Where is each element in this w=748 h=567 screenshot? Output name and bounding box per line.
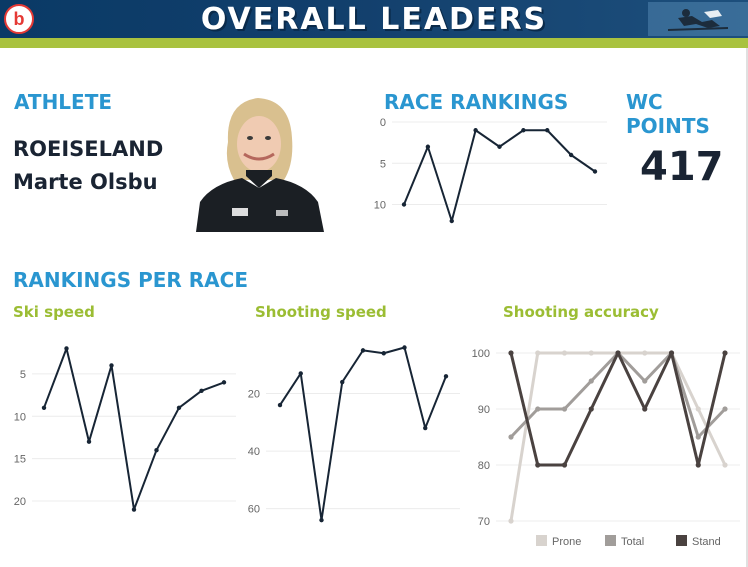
data-point[interactable] [568, 152, 574, 158]
data-point[interactable] [642, 406, 648, 412]
y-tick-label: 10 [374, 200, 386, 212]
data-point[interactable] [86, 439, 92, 444]
data-point[interactable] [561, 350, 568, 356]
data-point[interactable] [642, 350, 648, 356]
data-point[interactable] [642, 378, 648, 384]
y-tick-label: 70 [478, 516, 490, 528]
legend-label-total: Total [621, 536, 644, 548]
y-tick-label: 90 [478, 404, 490, 416]
y-tick-label: 40 [248, 446, 260, 458]
series-line[interactable] [403, 129, 596, 222]
legend-swatch-stand [676, 535, 687, 546]
athlete-photo [196, 98, 324, 232]
data-point[interactable] [695, 462, 701, 468]
data-point[interactable] [695, 434, 701, 440]
y-tick-label: 5 [20, 369, 26, 381]
y-tick-label: 20 [248, 389, 260, 401]
data-point[interactable] [423, 425, 428, 431]
athlete-last-name: ROEISELAND [13, 137, 164, 161]
data-point[interactable] [176, 405, 182, 411]
data-point[interactable] [425, 144, 431, 149]
series-line[interactable] [43, 347, 225, 511]
data-point[interactable] [221, 380, 227, 385]
data-point[interactable] [535, 350, 541, 356]
data-point[interactable] [298, 371, 303, 376]
data-point[interactable] [535, 462, 541, 468]
y-tick-label: 15 [14, 454, 26, 466]
legend-label-stand: Stand [692, 536, 721, 548]
data-point[interactable] [131, 507, 137, 512]
shooting-speed-chart: 20 40 60 [248, 345, 460, 523]
ski-speed-chart: 5 10 15 20 [14, 346, 236, 512]
data-point[interactable] [199, 388, 204, 394]
shooting-accuracy-chart: 70 80 90 100 Prone Total Stand [472, 348, 740, 548]
panel-border [746, 48, 748, 567]
data-point[interactable] [497, 144, 502, 149]
page-title: OVERALL LEADERS [200, 2, 548, 37]
data-point[interactable] [722, 350, 728, 356]
data-point[interactable] [473, 128, 478, 133]
y-tick-label: 0 [380, 117, 386, 129]
y-tick-label: 10 [14, 411, 26, 423]
data-point[interactable] [443, 374, 449, 379]
legend-swatch-prone [536, 535, 547, 546]
data-point[interactable] [508, 434, 514, 440]
race-rankings-label: RACE RANKINGS [384, 90, 569, 114]
biathlete-illustration-icon [648, 2, 748, 36]
data-point[interactable] [508, 350, 514, 356]
data-point[interactable] [561, 406, 568, 412]
data-point[interactable] [340, 379, 345, 385]
data-point[interactable] [561, 462, 568, 468]
data-point[interactable] [521, 128, 526, 133]
data-point[interactable] [668, 350, 675, 356]
ski-speed-title: Ski speed [13, 303, 95, 321]
data-point[interactable] [592, 169, 598, 174]
data-point[interactable] [545, 128, 550, 133]
data-point[interactable] [154, 447, 159, 453]
data-point[interactable] [588, 378, 594, 384]
race-rankings-chart: 0 5 10 [374, 117, 607, 224]
y-tick-label: 100 [472, 348, 490, 360]
data-point[interactable] [277, 402, 283, 408]
data-point[interactable] [319, 517, 324, 523]
data-point[interactable] [722, 462, 728, 468]
data-point[interactable] [508, 518, 514, 524]
data-point[interactable] [535, 406, 541, 412]
series-line[interactable] [279, 346, 447, 522]
brand-logo[interactable]: b [4, 4, 34, 34]
data-point[interactable] [41, 405, 47, 411]
shooting-speed-title: Shooting speed [255, 303, 387, 321]
y-tick-label: 60 [248, 504, 260, 516]
shooting-accuracy-title: Shooting accuracy [503, 303, 659, 321]
data-point[interactable] [722, 406, 728, 412]
athlete-first-names: Marte Olsbu [13, 170, 158, 194]
wc-points-label: WC POINTS [626, 90, 710, 138]
y-tick-label: 5 [380, 158, 386, 170]
data-point[interactable] [401, 202, 407, 207]
data-point[interactable] [360, 348, 366, 353]
athlete-label: ATHLETE [14, 90, 113, 114]
data-point[interactable] [381, 351, 386, 356]
rankings-per-race-heading: RANKINGS PER RACE [13, 268, 248, 292]
header-banner: b OVERALL LEADERS [0, 0, 748, 38]
y-tick-label: 20 [14, 496, 26, 508]
data-point[interactable] [588, 406, 594, 412]
data-point[interactable] [402, 345, 407, 350]
legend-label-prone: Prone [552, 536, 581, 548]
header-stripe [0, 38, 748, 48]
y-tick-label: 80 [478, 460, 490, 472]
data-point[interactable] [109, 363, 114, 368]
wc-points-value: 417 [640, 144, 724, 190]
data-point[interactable] [588, 350, 594, 356]
data-point[interactable] [615, 350, 621, 356]
legend-swatch-total [605, 535, 616, 546]
data-point[interactable] [64, 346, 69, 351]
data-point[interactable] [449, 218, 454, 224]
brand-logo-letter: b [13, 9, 25, 29]
data-point[interactable] [695, 406, 701, 412]
